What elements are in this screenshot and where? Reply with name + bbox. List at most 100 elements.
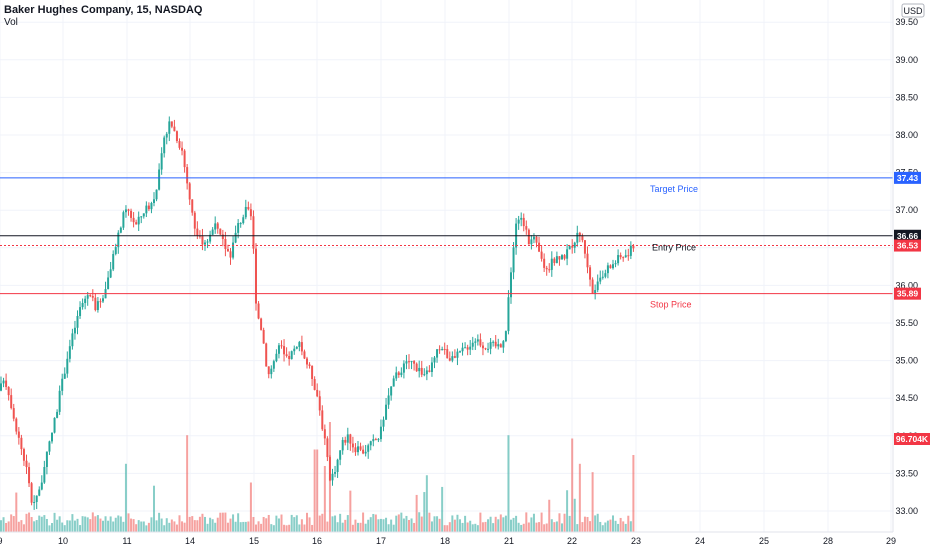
- volume-bar: [204, 516, 206, 532]
- candle: [522, 217, 525, 227]
- volume-bar: [321, 513, 324, 532]
- candle: [423, 374, 426, 376]
- candle: [443, 349, 446, 351]
- volume-bar: [515, 515, 518, 532]
- candle: [53, 417, 56, 433]
- volume-bar: [497, 519, 500, 532]
- candle: [395, 372, 398, 379]
- volume-bar: [535, 522, 538, 532]
- candle: [591, 279, 594, 294]
- volume-bar: [410, 518, 413, 532]
- volume-bar: [612, 515, 614, 532]
- volume-bar: [532, 513, 535, 532]
- candle: [497, 344, 500, 347]
- volume-bar: [132, 519, 135, 532]
- candle: [15, 418, 18, 432]
- volume-bar: [390, 519, 393, 532]
- candle: [428, 370, 431, 372]
- volume-bar: [387, 524, 390, 532]
- candle: [96, 301, 99, 311]
- candle: [308, 364, 311, 366]
- candle: [249, 209, 252, 217]
- volume-bar: [476, 525, 479, 532]
- candle: [576, 232, 579, 243]
- volume-bar: [130, 518, 133, 532]
- candle: [140, 216, 143, 218]
- candle: [379, 426, 382, 440]
- volume-bar: [81, 516, 84, 532]
- volume-bar: [38, 515, 41, 532]
- candle: [285, 354, 288, 356]
- x-tick-label: 21: [504, 536, 514, 546]
- candle: [102, 298, 104, 302]
- x-axis[interactable]: 9 10 11 14 15 16 17 18 21 22 23 24 25 28 29: [0, 536, 896, 546]
- volume-bar: [91, 512, 94, 532]
- volume-bar: [306, 512, 308, 532]
- x-tick-label: 11: [122, 536, 131, 546]
- x-tick-label: 24: [695, 536, 705, 546]
- volume-bar: [15, 492, 18, 532]
- volume-bar: [364, 523, 367, 532]
- candle: [387, 395, 390, 405]
- candle: [25, 460, 28, 468]
- candle: [390, 386, 393, 396]
- volume-bar: [369, 517, 372, 532]
- volume-bar: [124, 463, 127, 532]
- level-label: Target Price: [650, 184, 698, 194]
- volume-bar: [28, 512, 31, 532]
- candle: [181, 147, 184, 151]
- volume-bar: [221, 512, 224, 532]
- candle: [632, 245, 635, 249]
- candle: [142, 213, 145, 217]
- volume-bar: [107, 520, 110, 532]
- volume-bar: [270, 524, 273, 532]
- volume-bar: [12, 516, 15, 532]
- candle: [385, 404, 388, 420]
- volume-bar: [538, 522, 541, 532]
- volume-bar: [244, 521, 247, 532]
- candle: [402, 363, 405, 373]
- candle: [188, 183, 191, 200]
- volume-bar: [502, 517, 505, 532]
- volume-bar: [79, 525, 82, 532]
- candle: [265, 343, 268, 367]
- candle: [408, 361, 410, 363]
- candle: [224, 239, 227, 249]
- candle: [257, 303, 260, 319]
- volume-bar: [127, 513, 130, 532]
- candle: [612, 264, 614, 269]
- candle: [581, 235, 584, 241]
- volume-bar: [290, 514, 293, 532]
- candle: [359, 446, 362, 450]
- candle: [175, 131, 178, 142]
- currency-badge[interactable]: USD: [901, 3, 925, 18]
- volume-bar: [178, 515, 181, 532]
- volume-bar: [382, 519, 385, 532]
- candle: [606, 265, 609, 274]
- candle: [418, 367, 421, 372]
- candle: [532, 236, 535, 240]
- volume-bar: [122, 521, 125, 532]
- candle: [58, 390, 61, 412]
- volume-bar: [277, 518, 280, 532]
- volume-bar: [311, 524, 314, 532]
- y-tick-label: 36.00: [895, 280, 918, 290]
- price-badge-label: 37.43: [897, 173, 919, 183]
- candle: [461, 347, 464, 352]
- candle: [323, 429, 326, 439]
- candle: [512, 247, 515, 273]
- price-badge-label: 35.89: [897, 289, 919, 299]
- candle: [436, 349, 439, 358]
- price-levels[interactable]: Target Price Entry Price Stop Price: [0, 177, 893, 310]
- candle: [275, 353, 278, 362]
- candle: [150, 203, 153, 210]
- candle: [45, 451, 48, 467]
- candle: [178, 141, 181, 148]
- volume-bar: [318, 515, 321, 532]
- volume-bar: [153, 485, 155, 532]
- candle: [73, 327, 76, 334]
- y-tick-label: 35.50: [895, 318, 918, 328]
- price-badge: [894, 287, 921, 300]
- x-tick-label: 28: [823, 536, 833, 546]
